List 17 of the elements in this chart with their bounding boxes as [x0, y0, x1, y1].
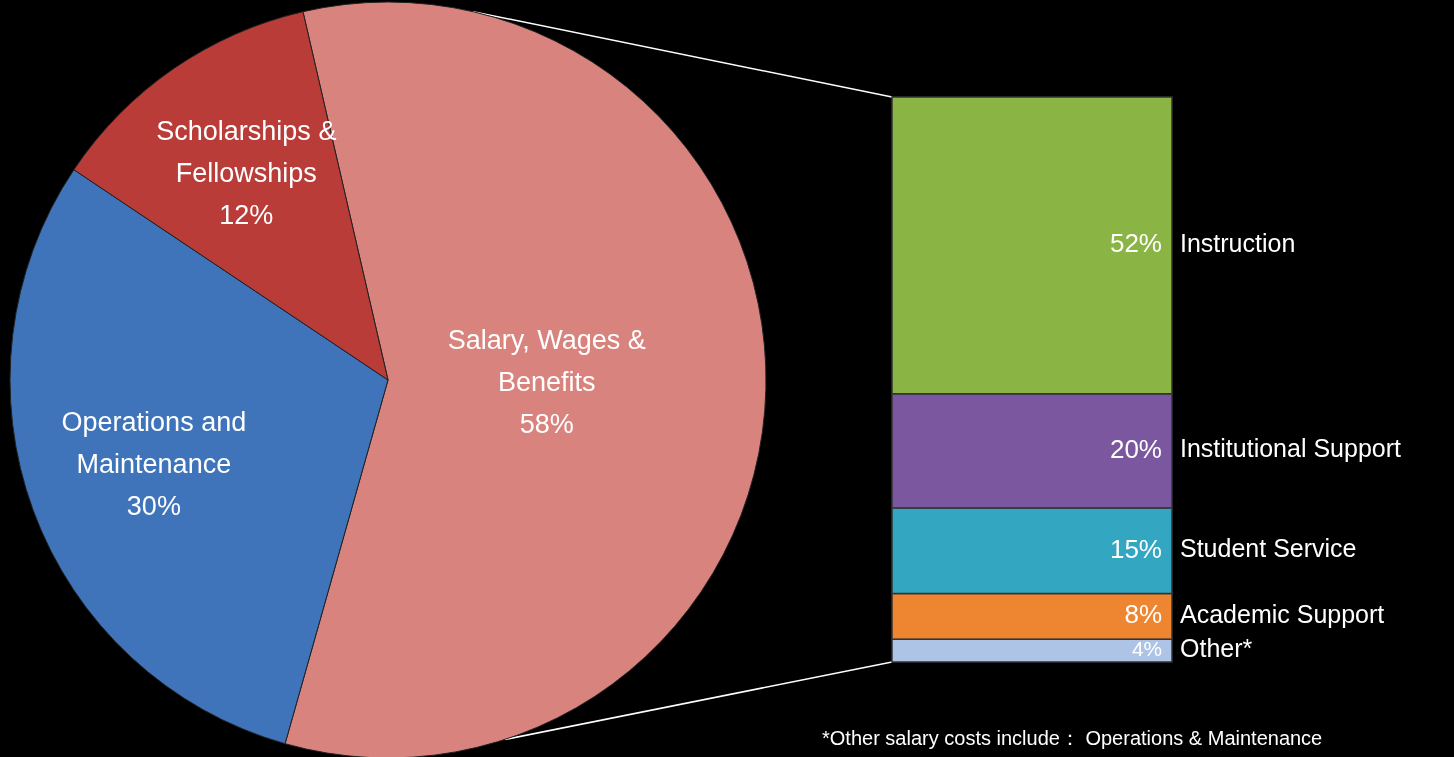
series-label: Other*: [1180, 634, 1253, 663]
text: *Other salary costs include： Operations & Maintenance: [822, 727, 1323, 749]
data-label: 58%: [519, 409, 574, 439]
data-label: 52%: [1109, 228, 1162, 259]
series-label: Academic Support: [1180, 599, 1385, 628]
data-label: 8%: [1124, 599, 1162, 630]
data-label: 12%: [219, 199, 274, 230]
slice-label: Salary, Wages & Benefits: [447, 325, 646, 397]
series-label: Student Service: [1180, 534, 1357, 563]
data-label: 15%: [1109, 533, 1162, 564]
series-label: Institutional Support: [1180, 434, 1402, 463]
slice-label: Operations and Maintenance: [61, 407, 247, 480]
data-label: 30%: [126, 491, 181, 522]
slice-label: Scholarships & Fellowships: [156, 115, 337, 188]
data-label: 4%: [1131, 637, 1162, 661]
series-label: Instruction: [1180, 228, 1296, 257]
data-label: 20%: [1109, 433, 1162, 464]
